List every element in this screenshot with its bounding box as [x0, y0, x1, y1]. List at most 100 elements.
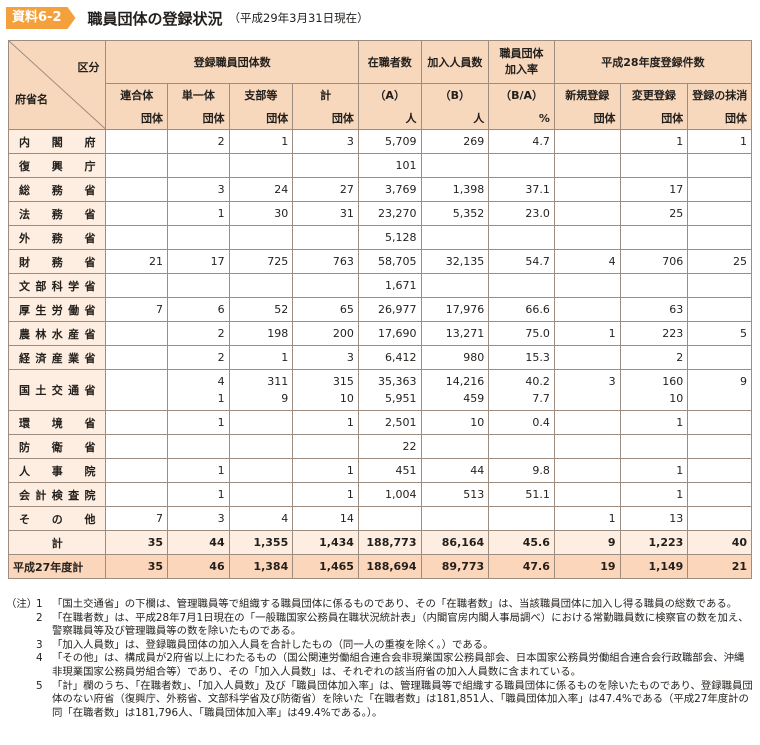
table-cell — [420, 225, 490, 250]
note-prefix — [6, 612, 36, 639]
table-cell: 1 — [619, 482, 689, 507]
table-cell — [167, 153, 230, 178]
table-cell: 513 — [420, 482, 490, 507]
table-cell: 3 — [292, 345, 359, 370]
table-cell — [105, 434, 169, 459]
table-cell: 25 — [687, 249, 752, 274]
table-cell: 1 — [292, 482, 359, 507]
table-row: 人事院 1 1 451 44 9.8 1 — [7, 458, 752, 483]
cell-line-lower: 1 — [217, 392, 225, 405]
table-cell — [619, 434, 689, 459]
table-cell: 25 — [619, 201, 689, 226]
table-row: 国土交通省 4 1 311 9 315 10 35,363 5,951 14,216 459 40.2… — [7, 369, 752, 411]
note-item: （注） 1 「国土交通省」の下欄は、管理職員等で組織する職員団体に係るものであり、そ… — [6, 598, 754, 612]
ministry-name: 厚生労働省 — [7, 297, 107, 322]
cell-line-upper: 315 — [332, 375, 354, 388]
table-cell: 980 — [420, 345, 490, 370]
table-cell: 1 — [292, 410, 359, 435]
table-cell: 58,705 — [357, 249, 422, 274]
table-cell — [553, 225, 621, 250]
table-cell — [488, 273, 555, 298]
cell-line-lower: 5,951 — [385, 392, 417, 405]
table-cell — [687, 225, 752, 250]
table-cell: 763 — [292, 249, 359, 274]
table-cell: 1 — [167, 410, 230, 435]
table-cell: 5,128 — [357, 225, 422, 250]
table-cell: 1 — [228, 129, 294, 154]
table-cell: 14,216 459 — [420, 369, 490, 411]
group-header-h28: 平成28年度登録件数 — [553, 40, 753, 84]
table-cell: 40 — [687, 530, 752, 555]
table-cell: 23,270 — [357, 201, 422, 226]
table-row: 防衛省 22 — [7, 434, 752, 459]
table-row: 内閣府 2 1 3 5,709 269 4.7 1 1 — [7, 129, 752, 154]
figure-title: 職員団体の登録状況 — [87, 9, 223, 28]
table-cell: 24 — [228, 177, 294, 202]
corner-label-category: 区分 — [77, 61, 100, 74]
table-cell: 37.1 — [488, 177, 555, 202]
table-cell: 17 — [167, 249, 230, 274]
table-cell: 47.6 — [488, 554, 555, 579]
table-cell — [420, 153, 490, 178]
table-cell: 1,149 — [619, 554, 689, 579]
ministry-name: 防衛省 — [7, 434, 107, 459]
table-cell: 1,004 — [357, 482, 422, 507]
table-cell: 10 — [420, 410, 490, 435]
table-cell — [420, 506, 490, 531]
table-cell: 19 — [553, 554, 621, 579]
note-number: 1 — [36, 598, 43, 610]
table-row: 平成27年度計 35 46 1,384 1,465 188,694 89,773 47.6 19… — [7, 554, 752, 579]
cell-line-lower — [110, 390, 163, 407]
table-row: 総務省 3 24 27 3,769 1,398 37.1 17 — [7, 177, 752, 202]
table-cell: 4 — [228, 506, 294, 531]
table-cell — [553, 129, 621, 154]
table-cell: 725 — [228, 249, 294, 274]
cell-line-lower: 9 — [281, 392, 289, 405]
table-cell — [105, 410, 169, 435]
cell-line-upper: 311 — [267, 375, 289, 388]
table-cell: 9 — [687, 369, 752, 411]
table-cell — [228, 153, 294, 178]
table-cell: 1 — [619, 129, 689, 154]
table-cell: 1 — [553, 506, 621, 531]
table-cell: 101 — [357, 153, 422, 178]
table-cell: 198 — [228, 321, 294, 346]
table-cell — [167, 225, 230, 250]
table-cell: 86,164 — [420, 530, 490, 555]
note-text: 「加入人員数」は、登録職員団体の加入人員を合計したもの（同一人の重複を除く。）で… — [52, 638, 494, 651]
note-number: 3 — [36, 638, 43, 651]
cell-line-upper: 35,363 — [378, 375, 417, 388]
table-cell — [228, 410, 294, 435]
ministry-name: 経済産業省 — [7, 345, 107, 370]
subheader-rengo: 連合体 団体 — [105, 83, 169, 130]
cell-line-lower — [559, 390, 616, 407]
cell-line-upper: 4 — [217, 375, 225, 388]
note-prefix — [6, 680, 36, 721]
table-cell: 75.0 — [488, 321, 555, 346]
table-cell: 44 — [420, 458, 490, 483]
ministry-name: 会計検査院 — [7, 482, 107, 507]
ministry-name: 農林水産省 — [7, 321, 107, 346]
table-cell: 0.4 — [488, 410, 555, 435]
table-cell: 21 — [105, 249, 169, 274]
table-cell: 1,384 — [228, 554, 294, 579]
table-cell — [687, 297, 752, 322]
note-text: 「その他」は、構成員が2府省以上にわたるもの（国公関連労働組合連合会非現業国家公… — [52, 652, 745, 678]
table-cell: 66.6 — [488, 297, 555, 322]
table-cell: 1,671 — [357, 273, 422, 298]
cell-line-lower — [692, 390, 747, 407]
note-text: 「計」欄のうち、「在職者数」、「加入人員数」及び「職員団体加入率」は、管理職員等… — [52, 679, 753, 719]
ministry-name: 環境省 — [7, 410, 107, 435]
table-row: 農林水産省 2 198 200 17,690 13,271 75.0 1 223 5 — [7, 321, 752, 346]
note-text: 「在職者数」は、平成28年7月1日現在の「一般職国家公務員在職状況統計表」（内閣… — [52, 611, 749, 638]
note-number: 5 — [36, 679, 43, 692]
table-cell: 2,501 — [357, 410, 422, 435]
table-cell — [105, 201, 169, 226]
table-cell: 45.6 — [488, 530, 555, 555]
table-cell: 5 — [687, 321, 752, 346]
cell-line-lower: 7.7 — [532, 392, 550, 405]
table-cell: 2 — [167, 345, 230, 370]
note-number: 2 — [36, 611, 43, 624]
table-cell: 27 — [292, 177, 359, 202]
table-cell — [553, 201, 621, 226]
